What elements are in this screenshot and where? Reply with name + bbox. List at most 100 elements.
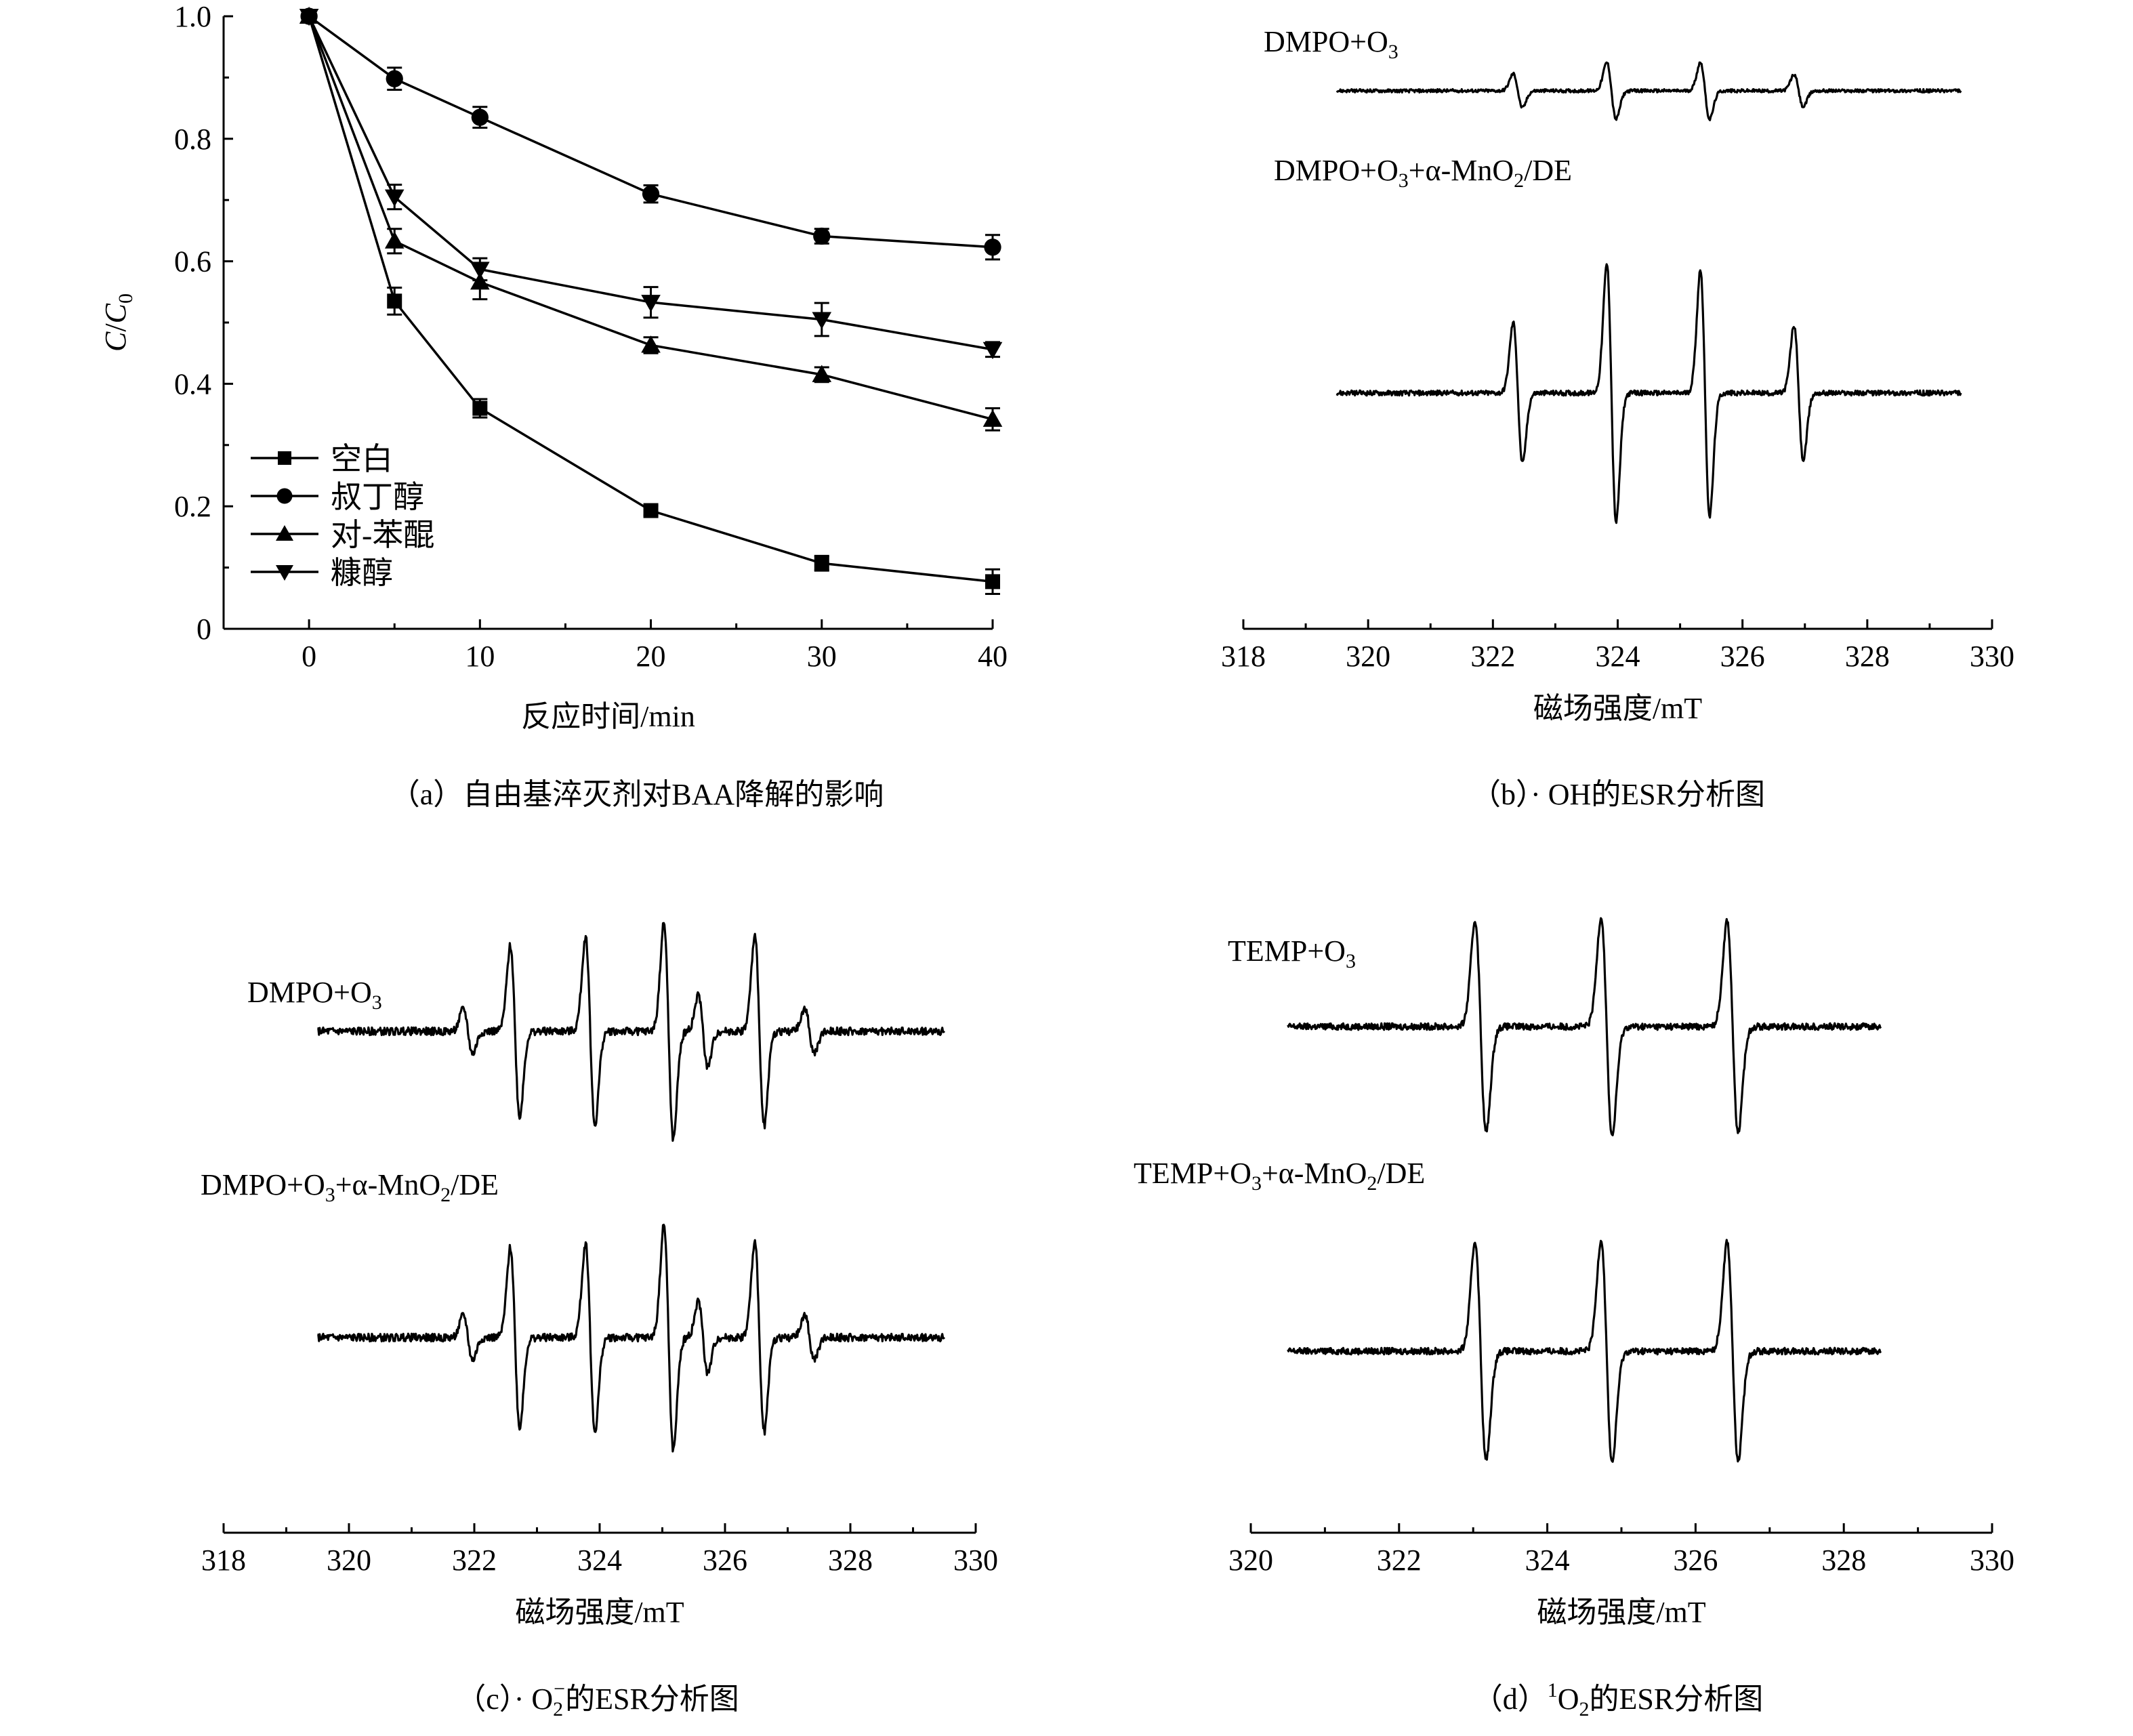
y-tick-label: 0.6 [174,245,211,278]
y-label-c: C [99,331,132,352]
x-tick-label: 328 [828,1544,873,1577]
panel-d: 320 322 324 326 328 330磁场强度/mTTEMP+O3TEMP+O3+… [1134,917,2014,1720]
data-point [641,335,661,353]
y-tick-label: 1.0 [174,0,211,33]
label-part: TEMP+O [1134,1157,1251,1190]
x-tick-label: 326 [1673,1544,1718,1577]
label-part: DMPO+O [1274,154,1399,187]
x-tick-label: 320 [1228,1544,1273,1577]
data-point [470,262,490,279]
caption-sup: − [554,1678,565,1700]
spectrum-label: DMPO+O3+α-MnO2/DE [201,1168,499,1206]
spectrum-label: DMPO+O3 [1264,25,1399,63]
y-axis-label: C/C0 [99,293,137,352]
caption-part: （c）· O [456,1682,553,1716]
series-3 [299,9,1003,360]
spectrum-label: TEMP+O3+α-MnO2/DE [1134,1157,1425,1195]
data-point [471,108,489,126]
spectrum-label: TEMP+O3 [1228,934,1356,972]
label-part: TEMP+O [1228,934,1346,968]
x-axis-label: 磁场强度/mT [1537,1596,1705,1629]
caption-part: （d） [1473,1682,1548,1716]
data-point [812,365,832,382]
x-axis-label: 磁场强度/mT [515,1596,684,1629]
data-point [384,189,405,207]
legend-marker [276,488,293,504]
legend-label: 糠醇 [331,556,393,590]
label-sub: 3 [1346,950,1356,972]
data-point [814,556,829,571]
data-point [641,295,661,312]
esr-spectrum [1287,917,1882,1136]
x-tick-label: 320 [327,1544,371,1577]
x-tick-label: 324 [577,1544,622,1577]
series-line [308,15,993,249]
label-sub: 2 [1514,169,1524,192]
y-tick-label: 0 [196,613,211,646]
legend-marker [276,525,293,541]
label-sub: 3 [1388,41,1399,63]
label-part: +α-MnO [1262,1157,1367,1190]
y-label-c0: C [99,303,132,323]
panel-c: 318 320 322 324 326 328 330磁场强度/mTDMPO+O3DMPO+… [201,922,998,1720]
esr-spectrum [317,922,946,1142]
caption-b: （b）· OH的ESR分析图 [1471,778,1765,811]
x-tick-label: 324 [1525,1544,1570,1577]
x-tick-label: 330 [953,1544,998,1577]
data-point [812,312,832,329]
data-point [387,293,402,309]
legend-marker [278,451,291,465]
caption-sup: 1 [1548,1679,1558,1701]
x-tick-label: 0 [302,640,316,673]
esr-spectrum [317,1224,946,1453]
x-tick-label: 328 [1845,640,1890,673]
x-axis-label: 反应时间/min [521,700,695,733]
spectrum-label: DMPO+O3 [247,976,382,1014]
y-tick-label: 0.2 [174,490,211,523]
data-point [642,185,660,203]
y-label-slash: / [99,323,132,332]
data-point [984,239,1001,256]
x-tick-label: 318 [1221,640,1266,673]
data-point [982,409,1003,427]
label-part: /DE [1377,1157,1425,1190]
x-tick-label: 326 [1720,640,1765,673]
y-tick-label: 0.4 [174,367,211,400]
spectrum-label: DMPO+O3+α-MnO2/DE [1274,154,1572,192]
caption-d: （d）1O2的ESR分析图 [1473,1679,1763,1720]
label-part: DMPO+O [201,1168,325,1201]
x-axis-label: 磁场强度/mT [1533,692,1702,725]
series-line [308,16,993,583]
caption-c: （c）· O2−的ESR分析图 [456,1678,739,1720]
series-line [308,16,993,421]
x-tick-label: 20 [636,640,666,673]
x-tick-label: 330 [1970,640,2014,673]
data-point [813,227,831,245]
series-2 [299,6,1003,432]
label-sub: 2 [1367,1172,1377,1195]
data-point [985,574,1000,590]
label-part: DMPO+O [247,976,372,1009]
x-tick-label: 328 [1821,1544,1866,1577]
data-point [472,400,488,416]
caption-sub: 2 [553,1698,563,1720]
x-tick-label: 40 [978,640,1008,673]
label-part: +α-MnO [1409,154,1514,187]
label-sub: 2 [440,1184,451,1206]
y-tick-label: 0.8 [174,123,211,156]
data-point [299,9,319,26]
label-sub: 3 [1251,1172,1262,1195]
y-label-sub: 0 [115,293,137,304]
legend-marker [276,565,293,581]
caption-part: 的ESR分析图 [1590,1682,1764,1716]
panel-b: 318 320 322 324 326 328 330磁场强度/mTDMPO+O3DMPO+… [1221,25,2014,811]
data-point [384,231,405,249]
legend-label: 空白 [331,442,393,476]
series-line [308,16,993,351]
x-tick-label: 330 [1970,1544,2014,1577]
esr-spectrum [1335,61,1962,121]
label-part: /DE [1524,154,1572,187]
x-tick-label: 318 [201,1544,246,1577]
x-tick-label: 324 [1596,640,1640,673]
